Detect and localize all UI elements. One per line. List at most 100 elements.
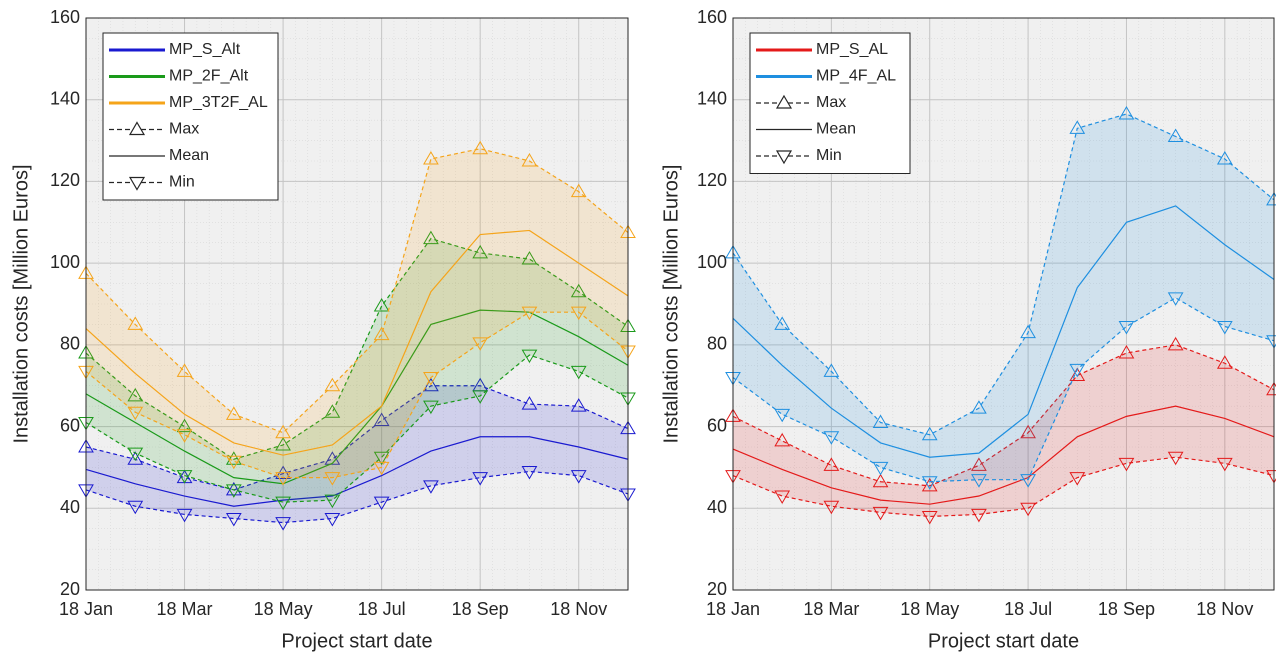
min-marker xyxy=(472,390,489,404)
max-marker xyxy=(521,396,538,410)
max-marker xyxy=(774,316,791,330)
max-marker xyxy=(1069,367,1086,381)
legend-marker xyxy=(775,94,793,109)
legend-label: MP_3T2F_AL xyxy=(169,94,268,111)
min-line xyxy=(732,297,1275,483)
max-marker xyxy=(225,481,242,496)
min-marker xyxy=(921,476,938,490)
max-marker xyxy=(1167,128,1184,142)
legend-label: MP_S_AL xyxy=(816,41,888,58)
min-marker xyxy=(1216,320,1233,335)
max-marker xyxy=(127,316,144,330)
y-tick-label: 140 xyxy=(50,88,80,108)
y-tick-label: 120 xyxy=(697,170,727,190)
band xyxy=(86,238,628,503)
min-marker xyxy=(423,372,439,386)
min-marker xyxy=(373,461,390,476)
min-marker xyxy=(570,365,587,380)
min-marker xyxy=(521,349,538,364)
y-tick-label: 80 xyxy=(60,334,80,354)
min-marker xyxy=(1167,451,1184,466)
panel: 20 40 60 80 100 120 140 160 18 Jan 18 Mar 18 May 18… xyxy=(660,7,1276,652)
max-marker xyxy=(1118,345,1135,359)
x-tick-label: 18 Mar xyxy=(803,599,859,619)
min-marker xyxy=(225,484,242,498)
min-marker xyxy=(472,472,489,486)
max-marker xyxy=(275,436,291,451)
min-marker xyxy=(570,306,587,321)
min-marker xyxy=(1118,320,1135,335)
legend-box xyxy=(102,32,279,201)
mean-line xyxy=(85,309,629,485)
min-marker xyxy=(127,500,144,515)
y-axis-label: Installation costs [Million Euros] xyxy=(10,164,32,443)
x-tick-label: 18 May xyxy=(254,599,313,619)
x-tick-label: 18 Jan xyxy=(59,599,113,619)
x-tick-label: 18 Mar xyxy=(157,599,213,619)
max-marker xyxy=(472,244,489,259)
x-axis-label: Project start date xyxy=(928,630,1079,652)
min-marker xyxy=(521,306,538,321)
min-marker xyxy=(176,429,193,443)
max-marker xyxy=(225,406,242,420)
min-marker xyxy=(823,500,840,515)
min-marker xyxy=(275,496,291,511)
mean-line xyxy=(732,405,1275,505)
max-line xyxy=(732,344,1275,487)
min-marker xyxy=(176,470,193,484)
min-marker xyxy=(921,510,938,525)
x-tick-label: 18 Jan xyxy=(706,599,760,619)
min-marker xyxy=(275,517,291,531)
y-tick-label: 120 xyxy=(50,170,80,190)
min-marker xyxy=(225,455,242,470)
max-marker xyxy=(1020,424,1036,439)
max-marker xyxy=(373,412,390,426)
max-marker xyxy=(324,377,341,392)
min-line xyxy=(85,311,629,479)
min-marker xyxy=(373,451,390,466)
y-tick-label: 40 xyxy=(60,497,80,517)
max-line xyxy=(732,113,1275,436)
min-line xyxy=(732,456,1275,518)
mean-line xyxy=(85,229,629,456)
min-line xyxy=(85,470,629,524)
min-marker xyxy=(570,470,587,484)
min-marker xyxy=(1069,363,1086,378)
max-line xyxy=(85,237,629,460)
band xyxy=(733,344,1274,517)
legend-label: Min xyxy=(169,174,195,191)
max-marker xyxy=(774,432,791,447)
max-marker xyxy=(373,298,390,312)
max-marker xyxy=(423,150,439,165)
max-marker xyxy=(570,398,587,412)
x-tick-label: 18 Sep xyxy=(452,599,509,619)
min-marker xyxy=(275,472,291,486)
y-tick-label: 160 xyxy=(697,7,727,27)
max-marker xyxy=(1069,120,1086,134)
max-marker xyxy=(324,451,341,465)
mean-line xyxy=(85,436,629,507)
max-marker xyxy=(176,363,193,377)
legend-label: MP_2F_Alt xyxy=(169,68,249,85)
y-tick-label: 60 xyxy=(60,415,80,435)
min-marker xyxy=(521,466,538,480)
x-tick-label: 18 Jul xyxy=(358,599,406,619)
x-tick-label: 18 Sep xyxy=(1098,599,1155,619)
min-marker xyxy=(971,508,987,523)
x-tick-label: 18 Nov xyxy=(550,599,607,619)
min-marker xyxy=(1020,502,1036,517)
max-marker xyxy=(472,140,489,155)
panel: 20 40 60 80 100 120 140 160 18 Jan 18 Mar 18 May 18… xyxy=(10,7,636,652)
max-marker xyxy=(225,451,242,465)
max-marker xyxy=(1167,336,1184,351)
legend-marker xyxy=(128,121,146,136)
legend-marker xyxy=(128,176,146,191)
min-marker xyxy=(1118,457,1135,472)
max-marker xyxy=(971,457,987,471)
min-marker xyxy=(324,494,341,509)
x-tick-label: 18 Nov xyxy=(1196,599,1253,619)
legend-label: Mean xyxy=(816,121,856,138)
max-marker xyxy=(872,473,889,488)
